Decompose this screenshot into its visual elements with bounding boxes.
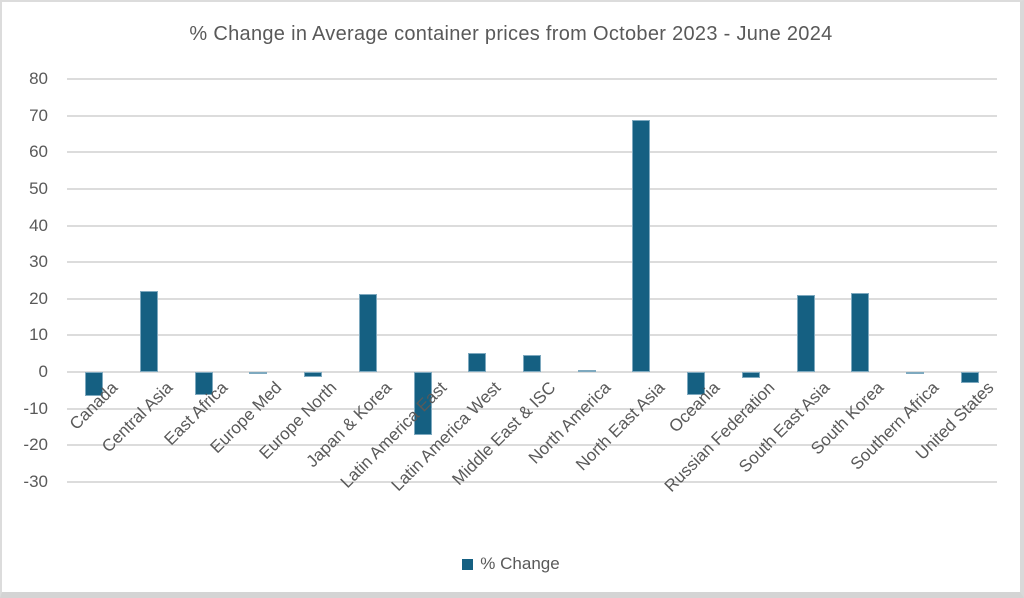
legend-label: % Change [480,554,560,573]
y-tick-label: 80 [29,69,48,88]
bar-russian-federation [741,372,760,378]
y-tick-label: 10 [29,325,48,345]
y-tick-label: -30 [23,472,48,491]
y-tick-label: 40 [29,215,48,235]
y-tick-label: 60 [29,142,48,162]
gridline [67,297,997,300]
bar-east-africa [194,372,213,396]
y-tick-label: 30 [29,252,48,272]
bar-oceania [687,372,706,396]
bar-latin-america-west [468,353,487,373]
bar-latin-america-east [413,372,432,436]
gridline [67,444,997,447]
bar-south-east-asia [796,294,815,373]
gridline [67,224,997,227]
y-tick-label: 70 [29,105,48,125]
bar-central-asia [140,290,159,373]
bar-europe-north [304,372,323,377]
gridline [67,151,997,154]
y-tick-label: 50 [29,178,48,198]
bar-north-east-asia [632,120,651,373]
gridline [67,78,997,80]
bar-southern-africa [905,372,924,375]
chart-title: % Change in Average container prices fro… [189,23,833,45]
gridline [67,334,997,337]
gridline [67,187,997,190]
bar-europe-med [249,372,268,375]
legend: % Change [2,552,1020,576]
bar-japan-korea [358,294,377,373]
y-tick-label: -20 [23,435,48,455]
bar-united-states [960,372,979,384]
y-tick-label: -10 [23,398,48,418]
gridline [67,114,997,117]
bar-middle-east-isc [523,354,541,373]
bar-canada [85,372,104,396]
y-tick-label: 20 [29,288,48,308]
gridline [67,481,997,483]
bar-north-america [577,369,596,373]
bar-south-korea [851,292,870,373]
gridline [67,407,997,410]
gridline [67,371,997,374]
y-tick-label: 0 [38,362,48,382]
legend-swatch-icon [462,558,474,570]
gridline [67,261,997,264]
